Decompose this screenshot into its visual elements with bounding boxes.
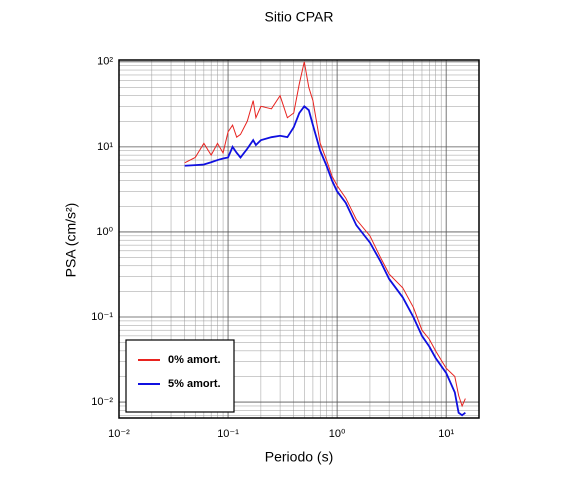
y-tick-label: 10⁻¹ — [91, 311, 113, 323]
y-tick-label: 10² — [97, 56, 113, 68]
y-tick-label: 10⁰ — [96, 226, 113, 238]
x-axis-label: Periodo (s) — [265, 449, 333, 465]
chart-title: Sitio CPAR — [265, 9, 334, 25]
x-tick-label: 10⁰ — [329, 428, 346, 440]
series-line — [184, 104, 466, 417]
x-tick-label: 10⁻¹ — [217, 428, 239, 440]
legend-label: 5% amort. — [168, 378, 221, 390]
legend-label: 0% amort. — [168, 354, 221, 366]
y-tick-label: 10¹ — [97, 141, 113, 153]
y-axis-label: PSA (cm/s²) — [63, 203, 79, 278]
legend-box — [125, 339, 235, 413]
plot-frame — [118, 59, 480, 419]
x-tick-label: 10¹ — [438, 428, 454, 440]
x-tick-label: 10⁻² — [108, 428, 130, 440]
series-line — [184, 61, 466, 408]
legend: 0% amort. 5% amort. — [125, 339, 235, 413]
y-tick-label: 10⁻² — [91, 396, 113, 408]
